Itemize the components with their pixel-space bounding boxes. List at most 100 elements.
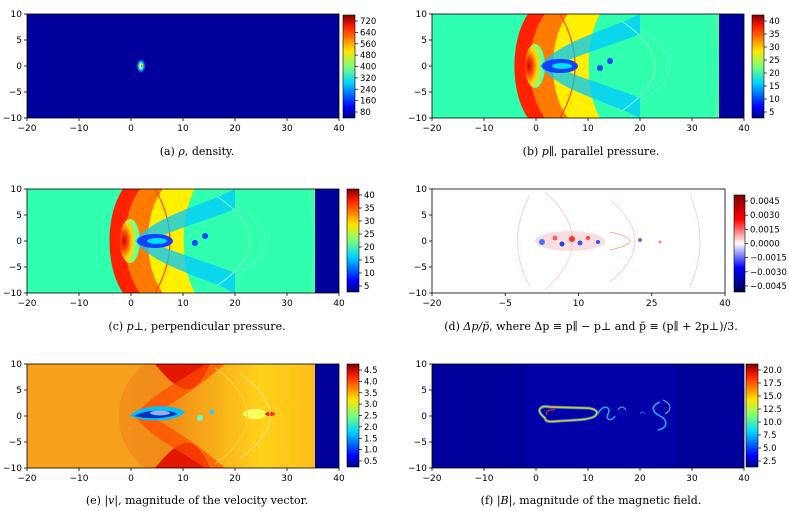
colorbar-tick-label: 3.0: [364, 400, 378, 410]
x-tick-label: 30: [686, 124, 698, 134]
y-tick-label: −5: [9, 263, 22, 273]
caption-d-symbol: Δp/p̄: [463, 320, 490, 333]
x-tick-label: 10: [177, 124, 189, 134]
colorbar-tick-label: 10: [364, 269, 375, 279]
x-tick-label: −20: [18, 474, 37, 484]
colorbar-tick-label: 0.0045: [750, 197, 780, 207]
colorbar-tick-label: 1.0: [364, 446, 378, 456]
x-tick-label: 10: [177, 299, 189, 309]
colorbar-tick-label: 30: [769, 43, 780, 53]
caption-d: (d) Δp/p̄, where Δp ≡ p∥ − p⊥ and p̄ ≡ (…: [394, 320, 788, 333]
colorbar-tick-label: 40: [364, 191, 375, 201]
y-tick-label: −5: [9, 438, 22, 448]
heatmap-magnetic: [432, 364, 744, 468]
x-tick-label: −5: [499, 299, 512, 309]
caption-d-text: , where Δp ≡ p∥ − p⊥ and p̄ ≡ (p∥ + 2p⊥)…: [489, 320, 738, 333]
colorbar-tick-label: 0.5: [364, 457, 378, 467]
caption-e-symbol: |v|: [104, 494, 119, 507]
y-tick-label: −5: [414, 88, 427, 98]
y-tick-label: −5: [9, 88, 22, 98]
colorbar-tick-label: 5: [364, 282, 369, 292]
x-tick-label: 40: [333, 299, 345, 309]
heatmap-velocity: [27, 364, 339, 468]
colorbar-tick-label: 20.0: [763, 366, 782, 376]
caption-b-symbol: p∥: [541, 145, 554, 158]
x-tick-label: 10: [177, 474, 189, 484]
colorbar-tick-label: 25: [364, 230, 375, 240]
colorbar-tick-label: 10.0: [763, 418, 782, 428]
colorbar-tick-label: 4.5: [364, 366, 378, 376]
caption-c-symbol: p⊥: [126, 320, 145, 333]
panel-b-parallel-pressure-plot: [431, 13, 765, 119]
colorbar-tick-label: 160: [360, 97, 376, 107]
x-tick-label: 10: [582, 474, 594, 484]
x-tick-label: 30: [686, 474, 698, 484]
y-tick-label: −5: [414, 438, 427, 448]
y-tick-label: 10: [416, 10, 428, 20]
y-tick-label: −5: [414, 263, 427, 273]
caption-e-text: , magnitude of the velocity vector.: [118, 494, 309, 507]
caption-a-symbol: ρ: [178, 145, 185, 158]
colorbar-tick-label: 30: [364, 217, 375, 227]
panel-f-magnetic-plot: [431, 363, 759, 469]
colorbar-tick-label: 640: [360, 28, 376, 38]
axes-layer: −20 −10 0 10 20 30 401050−5−107206405604804003…: [3, 10, 787, 484]
caption-b: (b) p∥, parallel pressure.: [394, 145, 788, 158]
colorbar-velocity: [346, 363, 360, 468]
x-tick-label: 40: [333, 474, 345, 484]
caption-b-text: , parallel pressure.: [553, 145, 660, 158]
caption-e: (e) |v|, magnitude of the velocity vecto…: [0, 494, 394, 507]
colorbar-magnetic: [745, 363, 759, 468]
panel-d-anisotropy-plot: [431, 188, 746, 294]
panel-e-velocity-plot: [26, 363, 360, 469]
x-tick-label: 0: [128, 299, 134, 309]
x-tick-label: 30: [281, 124, 293, 134]
y-tick-label: 10: [11, 10, 23, 20]
x-tick-label: −10: [70, 124, 89, 134]
caption-d-label: (d): [444, 320, 460, 333]
y-tick-label: 10: [11, 360, 23, 370]
y-tick-label: −10: [3, 464, 22, 474]
y-tick-label: −10: [408, 289, 427, 299]
caption-f-text: , magnitude of the magnetic field.: [512, 494, 702, 507]
panel-a-density-plot: [26, 13, 356, 119]
x-tick-label: −20: [18, 299, 37, 309]
y-tick-label: 10: [416, 185, 428, 195]
colorbar-tick-label: 560: [360, 40, 376, 50]
caption-c: (c) p⊥, perpendicular pressure.: [0, 320, 394, 333]
colorbar-tick-label: 1.5: [364, 434, 378, 444]
colorbar-tick-label: 0.0015: [750, 225, 780, 235]
colorbar-tick-label: 15: [364, 256, 375, 266]
x-tick-label: 0: [533, 124, 539, 134]
x-tick-label: −20: [18, 124, 37, 134]
y-tick-label: −10: [408, 114, 427, 124]
x-tick-label: 20: [229, 299, 241, 309]
caption-e-label: (e): [85, 494, 101, 507]
colorbar-tick-label: 5.0: [763, 444, 777, 454]
x-tick-label: 10: [582, 124, 594, 134]
colorbar-tick-label: 20: [769, 69, 780, 79]
x-tick-label: 30: [281, 474, 293, 484]
y-tick-label: 10: [11, 185, 23, 195]
colorbar-tick-label: 2.0: [364, 423, 378, 433]
y-tick-label: 0: [421, 62, 427, 72]
y-tick-label: −10: [408, 464, 427, 474]
colorbar-tick-label: 2.5: [763, 457, 777, 467]
x-tick-label: 40: [738, 124, 750, 134]
heatmap-density: [27, 14, 339, 118]
y-tick-label: 0: [421, 237, 427, 247]
x-tick-label: 40: [719, 299, 731, 309]
x-tick-label: −10: [475, 124, 494, 134]
colorbar-tick-label: −0.0015: [750, 254, 787, 264]
colorbar-tick-label: −0.0045: [750, 282, 787, 292]
colorbar-tick-label: 17.5: [763, 379, 782, 389]
colorbar-parallel-pressure: [751, 14, 765, 119]
x-tick-label: −10: [70, 474, 89, 484]
colorbar-tick-label: 720: [360, 17, 376, 27]
colorbar-tick-label: 3.5: [364, 389, 378, 399]
colorbar-tick-label: 20: [364, 243, 375, 253]
caption-b-label: (b): [522, 145, 539, 158]
y-tick-label: 5: [16, 36, 22, 46]
colorbar-tick-label: 2.5: [364, 412, 378, 422]
y-tick-label: 5: [421, 211, 427, 221]
